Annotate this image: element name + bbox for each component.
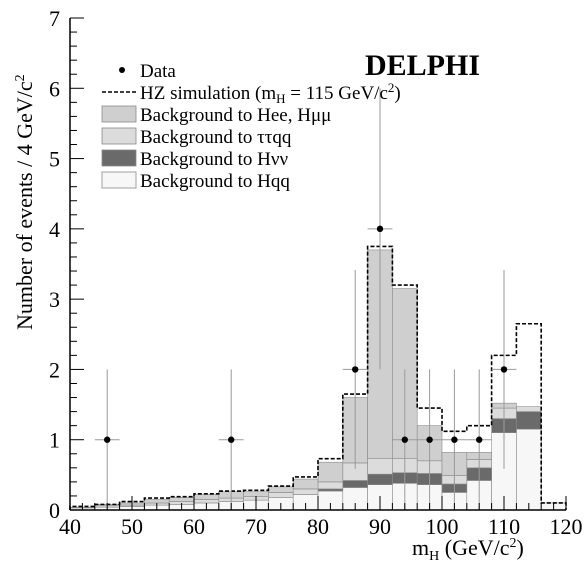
bar-3-5 [193, 494, 220, 500]
x-tick-label-3: 70 [245, 514, 267, 539]
y-tick-label-1: 1 [49, 428, 60, 453]
legend-swatch-3 [101, 127, 137, 145]
data-point-1 [228, 436, 235, 443]
data-point-3 [376, 225, 384, 233]
data-point-4 [401, 436, 408, 443]
data-point-5 [426, 436, 433, 443]
legend-label-4: Background to Hνν [140, 149, 288, 170]
legend-label-1: HZ simulation (mH = 115 GeV/c2) [140, 80, 401, 106]
bar-1-18 [516, 411, 542, 430]
bar-3-3 [144, 499, 170, 504]
x-tick-label-7: 110 [488, 514, 520, 539]
bar-2-12 [367, 458, 393, 475]
legend-label-5: Background to Hqq [140, 171, 290, 192]
x-tick-label-6: 100 [426, 514, 459, 539]
y-tick-label-7: 7 [49, 6, 60, 31]
axes: 0 1 2 3 4 5 6 7 40 50 60 70 80 90 100 110 120 [49, 6, 583, 539]
legend-label-2: Background to Hee, Hμμ [140, 105, 331, 126]
y-tick-label-0: 0 [49, 498, 60, 523]
data-points [94, 88, 517, 510]
bar-2-5 [193, 499, 220, 504]
data-point-8 [500, 366, 508, 373]
x-tick-label-5: 90 [369, 514, 391, 539]
legend-swatch-5 [101, 171, 137, 189]
y-tick-label-5: 5 [49, 147, 60, 172]
y-tick-label-6: 6 [49, 76, 60, 101]
y-tick-label-3: 3 [49, 287, 60, 312]
bar-0-18 [516, 428, 542, 511]
signal-line [69, 245, 567, 510]
legend-swatch-4 [101, 149, 137, 167]
x-tick-label-8: 120 [550, 514, 583, 539]
legend-swatch-2 [101, 105, 137, 123]
bar-2-10 [317, 481, 344, 490]
legend-label-3: Background to ττqq [140, 127, 292, 148]
bar-3-10 [317, 461, 344, 483]
x-axis-label: mH (GeV/c2) [412, 535, 524, 564]
x-tick-label-0: 40 [59, 514, 81, 539]
y-tick-label-2: 2 [49, 357, 60, 382]
data-point-7 [476, 436, 483, 443]
y-tick-label-4: 4 [49, 217, 60, 242]
y-axis-label: Number of events / 4 GeV/c2 [12, 74, 37, 330]
delphi-logo: DELPHI [365, 49, 480, 82]
data-point-0 [104, 436, 111, 443]
legend-label-0: Data [140, 61, 176, 82]
bar-2-9 [292, 488, 319, 495]
bar-1-12 [367, 473, 393, 485]
x-tick-label-1: 50 [121, 514, 143, 539]
bar-2-8 [268, 492, 294, 498]
bar-3-4 [168, 497, 195, 502]
bar-1-11 [342, 480, 368, 488]
bar-1-10 [317, 488, 344, 492]
data-point-6 [451, 436, 458, 443]
signal-outline [69, 245, 567, 510]
bar-3-7 [243, 491, 269, 497]
x-tick-label-4: 80 [307, 514, 329, 539]
legend-marker-data [119, 67, 125, 73]
bar-3-8 [268, 486, 294, 493]
bar-2-18 [516, 406, 542, 412]
data-point-2 [352, 366, 359, 373]
x-tick-label-2: 60 [183, 514, 205, 539]
bar-3-9 [292, 478, 319, 490]
